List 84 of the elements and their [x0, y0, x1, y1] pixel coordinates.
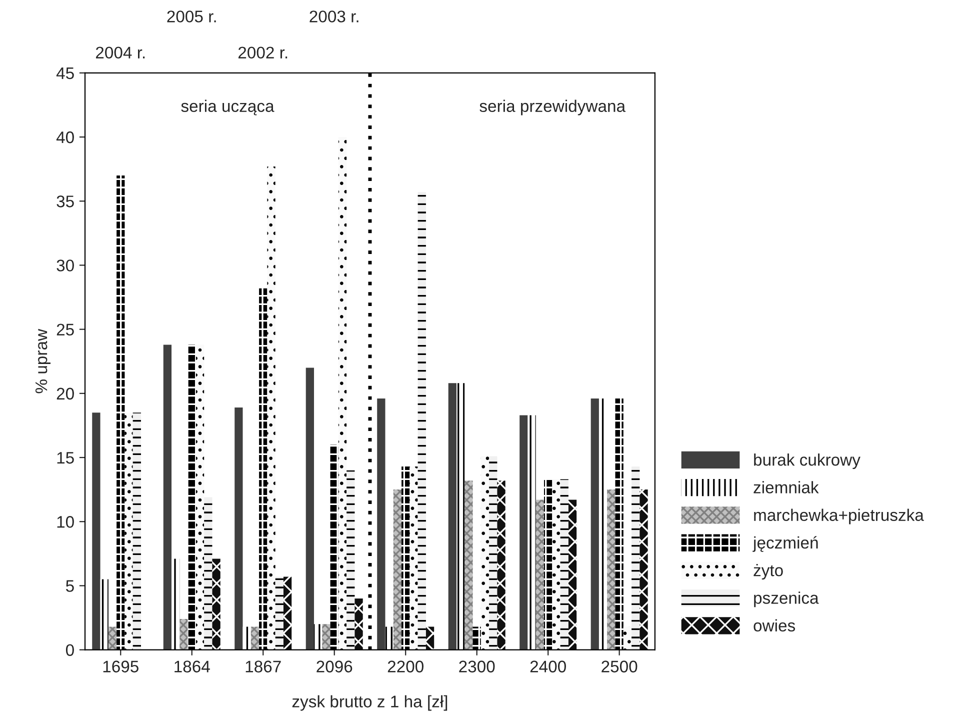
- bar: [180, 619, 188, 650]
- bar: [116, 175, 125, 650]
- y-tick-label: 5: [66, 580, 74, 592]
- x-axis-title: zysk brutto z 1 ha [zł]: [292, 695, 448, 711]
- bar: [204, 497, 212, 650]
- x-tick-label: 2300: [459, 660, 495, 672]
- bar: [283, 576, 292, 650]
- bar: [314, 624, 322, 650]
- bar: [560, 479, 568, 650]
- x-tick-label: 2096: [316, 660, 352, 672]
- bar: [418, 192, 426, 650]
- bar: [544, 479, 552, 650]
- bar: [607, 490, 616, 650]
- legend-label: pszenica: [754, 592, 819, 608]
- y-tick-label: 20: [56, 388, 74, 400]
- x-tick-label: 2400: [530, 660, 566, 672]
- bar: [520, 415, 528, 650]
- annotation: seria ucząca: [181, 100, 274, 116]
- legend-label: burak cukrowy: [754, 454, 860, 470]
- bar: [393, 490, 402, 650]
- bar: [346, 470, 355, 650]
- bar: [402, 466, 410, 650]
- bar: [568, 500, 577, 650]
- bar: [536, 500, 544, 650]
- bar: [456, 383, 465, 650]
- text: 2004 r.: [96, 46, 145, 59]
- y-tick-label: 10: [57, 516, 74, 528]
- bar: [480, 456, 490, 650]
- bar: [132, 412, 141, 650]
- bar: [464, 480, 473, 650]
- bar: [100, 579, 108, 650]
- bar: [489, 456, 498, 650]
- y-tick-label: 25: [56, 324, 74, 336]
- bar: [552, 479, 560, 650]
- bar: [615, 398, 624, 650]
- y-tick-label: 35: [56, 196, 74, 208]
- y-axis-title: % upraw: [35, 328, 50, 394]
- legend-label: ziemniak: [754, 481, 819, 494]
- x-tick-label: 1864: [174, 660, 210, 672]
- bar: [275, 576, 284, 650]
- bar: [385, 626, 394, 650]
- bar: [640, 490, 648, 650]
- legend-label: żyto: [754, 564, 783, 580]
- bar: [590, 398, 599, 650]
- bar: [322, 624, 330, 650]
- bar: [172, 558, 180, 650]
- x-tick-label: 1867: [246, 660, 281, 672]
- bar: [234, 408, 243, 650]
- bar: [623, 626, 632, 650]
- bar: [212, 558, 220, 650]
- bar: [108, 626, 117, 650]
- bar: [250, 626, 260, 650]
- bar: [410, 466, 418, 650]
- bar: [632, 466, 640, 650]
- y-tick-label: 30: [56, 260, 74, 272]
- bar: [528, 415, 536, 650]
- text: 2003 r.: [310, 10, 358, 22]
- y-tick-label: 0: [66, 644, 74, 656]
- bar: [472, 626, 481, 650]
- bar: [306, 368, 314, 650]
- y-tick-label: 45: [56, 67, 74, 80]
- bar: [259, 287, 268, 650]
- bar: [267, 166, 276, 650]
- y-tick-label: 40: [56, 131, 74, 144]
- x-tick-label: 2500: [602, 660, 638, 672]
- bar: [124, 412, 133, 650]
- legend-label: owies: [754, 619, 796, 632]
- bar: [354, 598, 363, 650]
- bar: [163, 344, 172, 650]
- legend-label: jęczmień: [752, 536, 818, 552]
- bar: [448, 383, 456, 650]
- bar: [426, 626, 434, 650]
- y-tick-label: 15: [57, 452, 74, 464]
- bar: [497, 480, 506, 650]
- text: 2002 r.: [238, 46, 288, 59]
- x-tick-label: 2200: [388, 660, 424, 672]
- bar: [92, 412, 100, 650]
- text: 2005 r.: [167, 10, 216, 22]
- legend-label: marchewka+pietruszka: [754, 508, 924, 524]
- bar: [377, 398, 386, 650]
- bar: [188, 344, 196, 650]
- x-tick-label: 1695: [103, 660, 138, 672]
- bar: [330, 444, 338, 650]
- annotation: seria przewidywana: [480, 100, 626, 116]
